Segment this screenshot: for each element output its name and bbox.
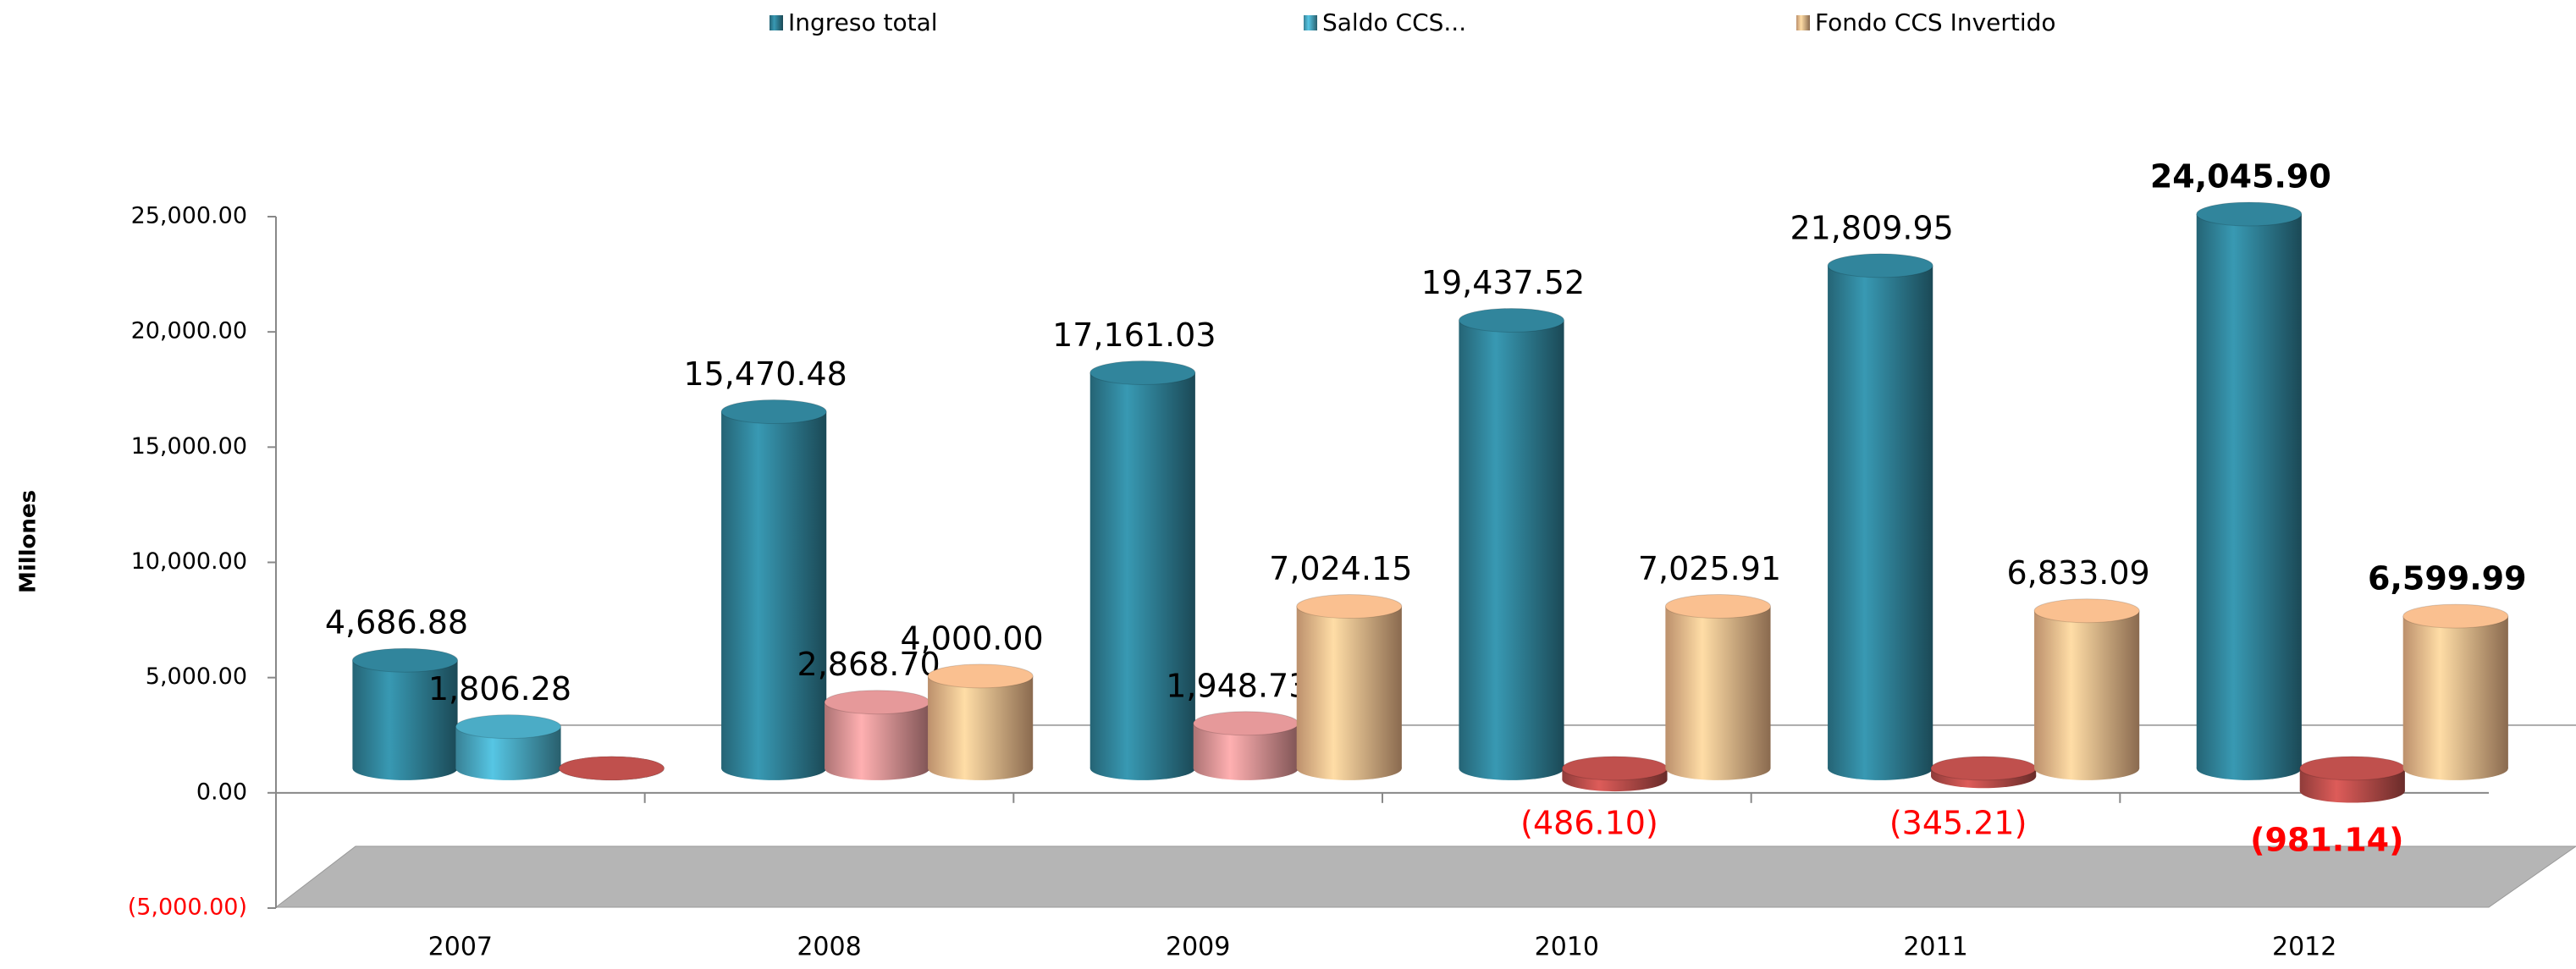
y-tick-label: 0.00: [196, 779, 247, 805]
bar: [1930, 756, 2037, 789]
bar-body: [1296, 606, 1402, 768]
value-label: 4,000.00: [901, 619, 1044, 657]
bar-top: [720, 399, 827, 425]
bar-top: [2033, 598, 2140, 624]
bar-top: [824, 690, 930, 715]
value-label: 15,470.48: [683, 355, 847, 393]
bar-body: [1089, 372, 1195, 768]
value-label: 21,809.95: [1790, 209, 1953, 246]
legend-swatch: [1304, 15, 1317, 30]
bar-body: [928, 675, 1034, 768]
y-tick-label: 5,000.00: [146, 663, 247, 690]
value-label: 24,045.90: [2150, 157, 2331, 195]
legend-label: Fondo CCS Invertido: [1815, 8, 2056, 36]
x-tick-label: 2011: [1903, 933, 1967, 962]
x-tick-label: 2007: [428, 933, 493, 962]
bar-top: [455, 714, 562, 740]
bar-top: [1458, 307, 1565, 333]
bar-body: [2196, 213, 2302, 768]
bar-top: [1664, 593, 1772, 619]
bar: [455, 714, 562, 780]
bar-top: [2299, 756, 2406, 781]
value-label: 17,161.03: [1052, 317, 1216, 354]
bar: [558, 756, 665, 781]
bar: [2033, 598, 2140, 780]
bar: [927, 663, 1034, 780]
bar: [1561, 756, 1669, 792]
value-label: 1,806.28: [428, 670, 571, 707]
value-label: 19,437.52: [1421, 264, 1585, 301]
bar-body: [1459, 320, 1564, 768]
value-label: 1,948.73: [1166, 667, 1309, 704]
x-tick-label: 2008: [797, 933, 861, 962]
bar-top: [2402, 603, 2509, 629]
bar-body: [1828, 265, 1933, 768]
bar: [2402, 603, 2509, 780]
bar-top: [1089, 360, 1196, 385]
bar: [1296, 594, 1403, 780]
y-tick-label: 25,000.00: [131, 203, 247, 229]
bar: [1827, 253, 1933, 780]
bar-top: [351, 647, 459, 673]
y-tick-label: 15,000.00: [131, 433, 247, 460]
bar: [1089, 360, 1196, 780]
bar-top: [558, 756, 665, 781]
bar-top: [1930, 756, 2037, 781]
bar: [1193, 711, 1299, 780]
value-label: (981.14): [2250, 821, 2403, 858]
y-tick-label: 20,000.00: [131, 318, 247, 344]
bar-body: [1665, 606, 1771, 768]
value-label: 7,024.15: [1269, 550, 1412, 587]
x-tick-label: 2010: [1535, 933, 1599, 962]
bar-body: [2034, 610, 2140, 768]
value-label: 2,868.70: [797, 646, 940, 683]
bar-body: [352, 660, 458, 768]
y-axis-label: Millones: [16, 490, 41, 593]
x-tick-label: 2009: [1166, 933, 1230, 962]
legend-swatch: [1796, 15, 1810, 30]
bar: [351, 647, 459, 780]
bar-top: [927, 663, 1034, 689]
value-label: (486.10): [1520, 804, 1658, 841]
value-label: 7,025.91: [1638, 550, 1781, 587]
bar: [824, 690, 930, 780]
bar: [1458, 307, 1565, 780]
value-label: 6,833.09: [2007, 554, 2150, 592]
bar: [1664, 593, 1772, 780]
y-tick-label: (5,000.00): [128, 895, 247, 921]
bar: [2196, 201, 2303, 780]
value-label: (345.21): [1889, 804, 2027, 841]
bar-top: [1561, 756, 1669, 781]
y-tick-label: 10,000.00: [131, 548, 247, 575]
bar: [2299, 756, 2406, 803]
legend-label: Saldo CCS...: [1322, 8, 1466, 36]
legend-swatch: [769, 15, 783, 30]
value-label: 6,599.99: [2368, 560, 2527, 597]
bar-top: [1827, 253, 1933, 278]
bar: [720, 399, 827, 780]
bar-top: [2196, 201, 2303, 227]
x-tick-label: 2012: [2272, 933, 2336, 962]
bar-top: [1296, 594, 1403, 619]
legend-label: Ingreso total: [788, 8, 938, 36]
bar-body: [2402, 616, 2508, 768]
bar-top: [1193, 711, 1299, 736]
bar-body: [721, 411, 827, 768]
value-label: 4,686.88: [325, 604, 468, 641]
floor: [274, 845, 2576, 908]
